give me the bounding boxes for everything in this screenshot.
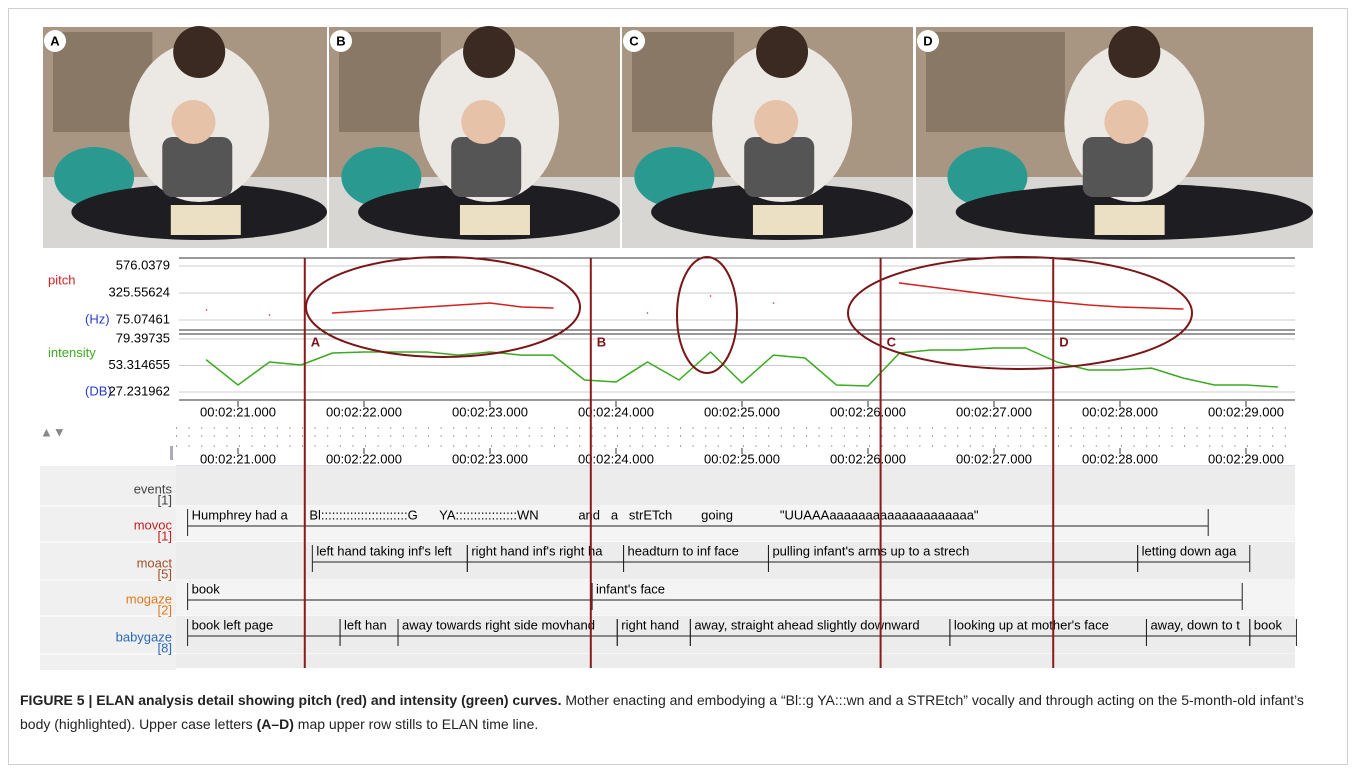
- y-tick-label: 576.0379: [116, 257, 170, 272]
- caption-title: FIGURE 5 | ELAN analysis detail showing …: [20, 692, 561, 708]
- y-tick-label: 27.231962: [109, 383, 170, 398]
- annotation-text: right hand inf's right ha: [471, 543, 603, 558]
- tier-count: [1]: [158, 528, 172, 543]
- y-unit: (Hz): [85, 311, 110, 326]
- marker-label: A: [311, 334, 321, 349]
- scroll-arrows: ▲▼: [40, 424, 66, 439]
- marker-label: D: [1059, 334, 1068, 349]
- x-tick-label: 00:02:24.000: [578, 451, 654, 466]
- x-tick-label: 00:02:26.000: [830, 404, 906, 419]
- caption-text: map upper row stills to ELAN time line.: [294, 716, 538, 732]
- x-tick-label: 00:02:23.000: [452, 404, 528, 419]
- annotation-text: letting down aga: [1142, 543, 1237, 558]
- x-tick-label: 00:02:29.000: [1208, 451, 1284, 466]
- marker-label: B: [597, 334, 606, 349]
- x-tick-label: 00:02:27.000: [956, 404, 1032, 419]
- annotation-text: book: [192, 581, 221, 596]
- x-tick-label: 00:02:26.000: [830, 451, 906, 466]
- x-tick-label: 00:02:21.000: [200, 451, 276, 466]
- tier-count: [2]: [158, 602, 172, 617]
- y-axis-title: intensity: [48, 345, 96, 360]
- tier-count: [1]: [158, 492, 172, 507]
- annotation-text: pulling infant's arms up to a strech: [772, 543, 969, 558]
- y-axis-title: pitch: [48, 272, 75, 287]
- tiers: events[1]movoc[1]Humphrey had a Bl::::::…: [40, 466, 1296, 668]
- y-tick-label: 325.55624: [109, 284, 170, 299]
- x-tick-label: 00:02:29.000: [1208, 404, 1284, 419]
- x-tick-label: 00:02:28.000: [1082, 451, 1158, 466]
- annotation-text: left hand taking inf's left: [316, 543, 452, 558]
- photo-cabinet: [926, 32, 1065, 132]
- annotation-text: left han: [344, 617, 387, 632]
- photo-mother-head: [1108, 26, 1160, 78]
- photo-mother-head: [463, 26, 515, 78]
- photo-book: [460, 205, 530, 235]
- y-tick-label: 53.314655: [109, 357, 170, 372]
- x-tick-label: 00:02:25.000: [704, 451, 780, 466]
- photo-mother-head: [173, 26, 225, 78]
- photo-baby: [1083, 137, 1153, 197]
- annotation-text: infant's face: [596, 581, 665, 596]
- figure-graphic: A B C D ▲▼ pitch (Hz) 75.07461 325.55624 576.03…: [0, 0, 1356, 773]
- y-tick-label: 79.39735: [116, 330, 170, 345]
- photo-label: D: [923, 33, 932, 48]
- photo-label: C: [629, 33, 639, 48]
- photo-baby-head: [754, 100, 798, 144]
- photo-strip: A B C D: [43, 26, 1313, 248]
- y-tick-label: 75.07461: [116, 311, 170, 326]
- caption-bold: (A–D): [257, 716, 294, 732]
- x-tick-label: 00:02:24.000: [578, 404, 654, 419]
- annotation-text: away, straight ahead slightly downward: [694, 617, 919, 632]
- tier-row: [176, 466, 1295, 506]
- annotation-text: looking up at mother's face: [954, 617, 1109, 632]
- x-tick-label: 00:02:21.000: [200, 404, 276, 419]
- marker-label: C: [887, 334, 897, 349]
- x-tick-label: 00:02:27.000: [956, 451, 1032, 466]
- x-tick-label: 00:02:22.000: [326, 404, 402, 419]
- photo-label: A: [50, 33, 60, 48]
- x-tick-label: 00:02:23.000: [452, 451, 528, 466]
- x-tick-label: 00:02:25.000: [704, 404, 780, 419]
- photo-baby-head: [1104, 100, 1148, 144]
- tier-row: [176, 654, 1295, 668]
- photo-book: [171, 205, 241, 235]
- annotation-text: headturn to inf face: [628, 543, 739, 558]
- annotation-text: right hand: [621, 617, 679, 632]
- x-tick-label: 00:02:22.000: [326, 451, 402, 466]
- photo-book: [753, 205, 823, 235]
- annotation-text: Humphrey had a Bl:::::::::::::::::::::::…: [192, 507, 979, 522]
- photo-baby: [744, 137, 814, 197]
- photo-label: B: [336, 33, 345, 48]
- slider: [170, 446, 173, 460]
- photo-baby-head: [461, 100, 505, 144]
- caption: FIGURE 5 | ELAN analysis detail showing …: [20, 688, 1330, 736]
- annotation-text: book left page: [192, 617, 274, 632]
- photo-baby: [451, 137, 521, 197]
- tier-count: [5]: [158, 566, 172, 581]
- photo-book: [1095, 205, 1165, 235]
- annotation-text: away towards right side movhand: [402, 617, 595, 632]
- tier-row: [176, 580, 1295, 616]
- annotation-text: book: [1254, 617, 1283, 632]
- photo-mother-head: [756, 26, 808, 78]
- photo-baby: [162, 137, 232, 197]
- photo-baby-head: [172, 100, 216, 144]
- tier-count: [8]: [158, 640, 172, 655]
- x-tick-label: 00:02:28.000: [1082, 404, 1158, 419]
- annotation-text: away, down to t: [1150, 617, 1240, 632]
- figure: A B C D ▲▼ pitch (Hz) 75.07461 325.55624 576.03…: [0, 0, 1356, 773]
